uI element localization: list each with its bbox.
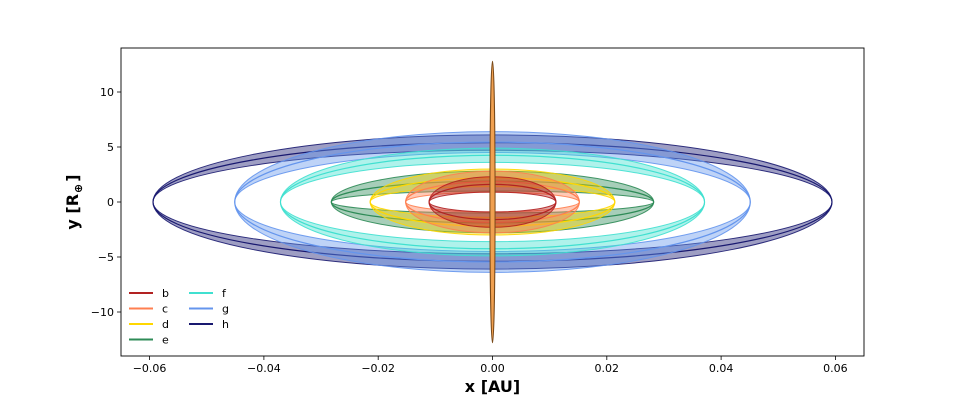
x-tick-label: 0.02: [595, 362, 620, 375]
legend-label-f: f: [222, 287, 227, 300]
y-tick-label: −5: [98, 251, 114, 264]
x-axis: −0.06 −0.04 −0.02 0.00 0.02 0.04 0.06: [133, 356, 848, 375]
star-layer: [489, 60, 496, 344]
orbit-layer: [152, 131, 833, 273]
legend-label-h: h: [222, 318, 229, 331]
y-axis-label: y [R⊕]: [63, 174, 85, 229]
x-tick-label: 0.00: [480, 362, 505, 375]
x-tick-label: 0.04: [709, 362, 734, 375]
legend-label-b: b: [162, 287, 169, 300]
x-tick-label: −0.06: [133, 362, 167, 375]
y-tick-label: −10: [91, 306, 114, 319]
legend-label-c: c: [162, 303, 168, 316]
x-tick-label: −0.04: [247, 362, 281, 375]
legend-label-d: d: [162, 318, 169, 331]
legend-label-e: e: [162, 334, 169, 347]
legend-label-g: g: [222, 303, 229, 316]
y-tick-label: 0: [107, 196, 114, 209]
y-tick-label: 5: [107, 141, 114, 154]
y-tick-label: 10: [100, 86, 114, 99]
x-tick-label: −0.02: [361, 362, 395, 375]
y-axis: −10 −5 0 5 10: [91, 86, 121, 319]
x-tick-label: 0.06: [823, 362, 848, 375]
x-axis-label: x [AU]: [465, 377, 520, 396]
star-disk: [489, 60, 496, 344]
